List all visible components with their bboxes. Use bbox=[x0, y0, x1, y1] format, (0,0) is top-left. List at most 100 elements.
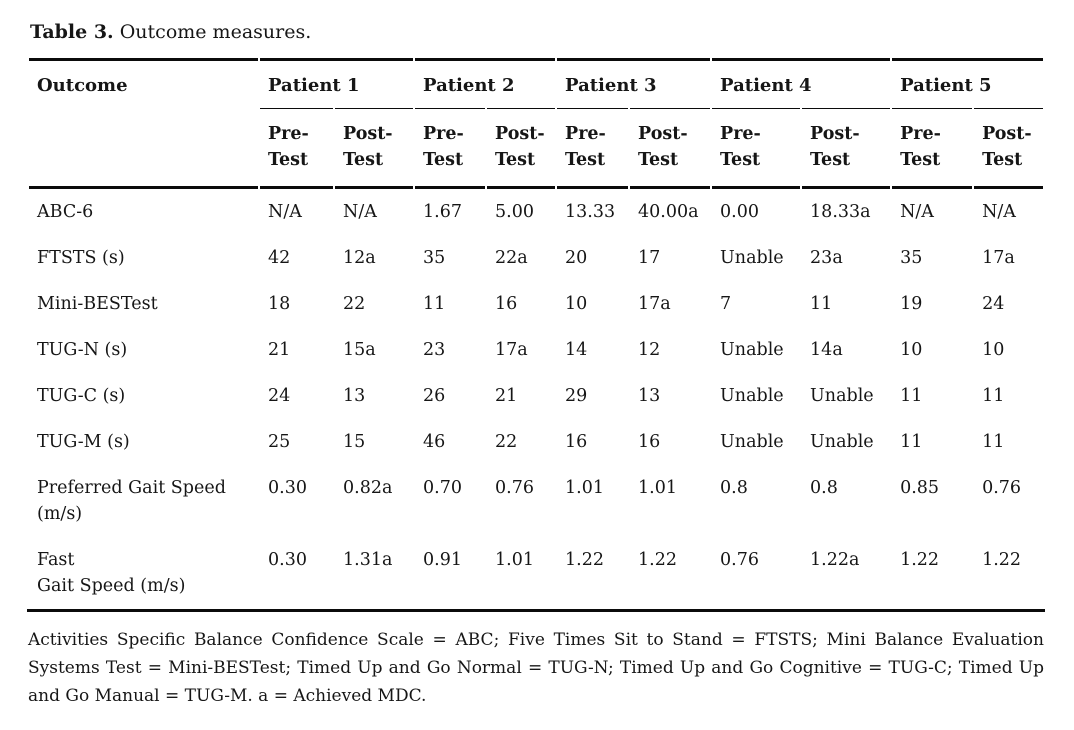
value-cell: 22 bbox=[343, 294, 366, 314]
value-cell: 23a bbox=[810, 248, 843, 268]
value-cell: 40.00a bbox=[638, 202, 699, 222]
value-cell: 11 bbox=[982, 386, 1005, 406]
column-header-patient-3: Patient 3 bbox=[557, 58, 711, 108]
column-header-patient-5: Patient 5 bbox=[892, 58, 1044, 108]
table-title: Table 3. Outcome measures. bbox=[30, 20, 1047, 44]
subheader-row: Pre- Test Post- Test Pre- Test Post- Tes… bbox=[29, 108, 1044, 189]
value-cell: 13 bbox=[343, 386, 366, 406]
value-cell: 1.01 bbox=[495, 550, 534, 570]
value-cell: 29 bbox=[565, 386, 588, 406]
value-cell: Unable bbox=[810, 432, 874, 452]
row-label-cell: Mini-BESTest bbox=[37, 294, 158, 314]
value-cell: Unable bbox=[810, 386, 874, 406]
table-row: Preferred Gait Speed (m/s) 0.30 0.82a 0.70 0… bbox=[29, 465, 1043, 537]
value-cell: 17 bbox=[638, 248, 661, 268]
value-cell: 12 bbox=[638, 340, 661, 360]
value-cell: 0.30 bbox=[268, 550, 307, 570]
value-cell: 10 bbox=[565, 294, 588, 314]
value-cell: 17a bbox=[638, 294, 671, 314]
row-label-cell: TUG-C (s) bbox=[37, 386, 126, 406]
row-label-cell: Fast Gait Speed (m/s) bbox=[37, 550, 186, 596]
value-cell: 16 bbox=[565, 432, 588, 452]
value-cell: 15a bbox=[343, 340, 376, 360]
value-cell: 0.8 bbox=[810, 478, 838, 498]
value-cell: 10 bbox=[982, 340, 1005, 360]
table-number-label: Table 3. bbox=[30, 21, 114, 43]
value-cell: 1.22 bbox=[638, 550, 677, 570]
value-cell: 11 bbox=[900, 386, 923, 406]
value-cell: 0.30 bbox=[268, 478, 307, 498]
value-cell: 0.70 bbox=[423, 478, 462, 498]
footnote: Activities Specific Balance Confidence S… bbox=[28, 630, 1044, 706]
value-cell: N/A bbox=[268, 202, 302, 222]
value-cell: 46 bbox=[423, 432, 446, 452]
column-header-patient-4: Patient 4 bbox=[712, 58, 891, 108]
value-cell: 7 bbox=[720, 294, 732, 314]
subheader-post-test: Post- Test bbox=[630, 108, 711, 189]
value-cell: 1.01 bbox=[565, 478, 604, 498]
row-label-cell: Preferred Gait Speed (m/s) bbox=[37, 478, 226, 524]
value-cell: 35 bbox=[900, 248, 923, 268]
value-cell: 11 bbox=[900, 432, 923, 452]
value-cell: N/A bbox=[982, 202, 1016, 222]
value-cell: 16 bbox=[638, 432, 661, 452]
value-cell: 18 bbox=[268, 294, 291, 314]
value-cell: Unable bbox=[720, 432, 784, 452]
value-cell: 35 bbox=[423, 248, 446, 268]
value-cell: 11 bbox=[982, 432, 1005, 452]
column-header-outcome: Outcome bbox=[29, 58, 258, 189]
value-cell: 1.22 bbox=[565, 550, 604, 570]
table-row: ABC-6 N/A N/A 1.67 5.00 13.33 40.00a 0.00 18.33a… bbox=[29, 189, 1043, 235]
subheader-post-test: Post- Test bbox=[802, 108, 891, 189]
value-cell: 11 bbox=[810, 294, 833, 314]
table-row: FTSTS (s) 42 12a 35 22a 20 17 Unable 23a 35 17a bbox=[29, 235, 1043, 281]
value-cell: 1.22 bbox=[900, 550, 940, 570]
value-cell: 0.76 bbox=[495, 478, 534, 498]
value-cell: 5.00 bbox=[495, 202, 534, 222]
table-row: TUG-M (s) 25 15 46 22 16 16 Unable Unable 11 11 bbox=[29, 419, 1043, 465]
value-cell: Unable bbox=[720, 340, 784, 360]
value-cell: 0.82a bbox=[343, 478, 393, 498]
value-cell: 24 bbox=[982, 294, 1005, 314]
value-cell: 11 bbox=[423, 294, 446, 314]
subheader-post-test: Post- Test bbox=[974, 108, 1044, 189]
value-cell: 19 bbox=[900, 294, 923, 314]
value-cell: 42 bbox=[268, 248, 291, 268]
value-cell: 23 bbox=[423, 340, 446, 360]
value-cell: 21 bbox=[268, 340, 291, 360]
page: Table 3. Outcome measures. Outcome Patie… bbox=[0, 20, 1074, 730]
table-row: TUG-N (s) 21 15a 23 17a 14 12 Unable 14a 10 10 bbox=[29, 327, 1043, 373]
row-label-cell: TUG-N (s) bbox=[37, 340, 128, 360]
value-cell: 1.22 bbox=[982, 550, 1022, 570]
table-body: ABC-6 N/A N/A 1.67 5.00 13.33 40.00a 0.00 18.33a… bbox=[29, 189, 1043, 609]
subheader-pre-test: Pre- Test bbox=[557, 108, 629, 189]
patient-header-row: Outcome Patient 1 Patient 2 Patient 3 Pa… bbox=[29, 58, 1044, 189]
value-cell: 0.76 bbox=[982, 478, 1022, 498]
table-row: Fast Gait Speed (m/s) 0.30 1.31a 0.91 1.01 1.… bbox=[29, 537, 1043, 609]
subheader-post-test: Post- Test bbox=[335, 108, 414, 189]
subheader-pre-test: Pre- Test bbox=[892, 108, 973, 189]
column-header-patient-2: Patient 2 bbox=[415, 58, 556, 108]
value-cell: 25 bbox=[268, 432, 291, 452]
value-cell: 17a bbox=[982, 248, 1015, 268]
subheader-pre-test: Pre- Test bbox=[712, 108, 801, 189]
value-cell: 17a bbox=[495, 340, 528, 360]
subheader-pre-test: Pre- Test bbox=[260, 108, 333, 189]
row-label-cell: TUG-M (s) bbox=[37, 432, 130, 452]
value-cell: 13.33 bbox=[565, 202, 616, 222]
value-cell: Unable bbox=[720, 386, 784, 406]
value-cell: N/A bbox=[343, 202, 377, 222]
table-row: TUG-C (s) 24 13 26 21 29 13 Unable Unable 11 11 bbox=[29, 373, 1043, 419]
value-cell: 20 bbox=[565, 248, 588, 268]
row-label-cell: ABC-6 bbox=[37, 202, 94, 222]
value-cell: 0.91 bbox=[423, 550, 462, 570]
value-cell: 1.31a bbox=[343, 550, 393, 570]
value-cell: 24 bbox=[268, 386, 291, 406]
value-cell: 14a bbox=[810, 340, 843, 360]
value-cell: 0.8 bbox=[720, 478, 748, 498]
value-cell: 0.00 bbox=[720, 202, 760, 222]
value-cell: 0.85 bbox=[900, 478, 940, 498]
value-cell: N/A bbox=[900, 202, 934, 222]
value-cell: 22a bbox=[495, 248, 528, 268]
value-cell: 21 bbox=[495, 386, 518, 406]
